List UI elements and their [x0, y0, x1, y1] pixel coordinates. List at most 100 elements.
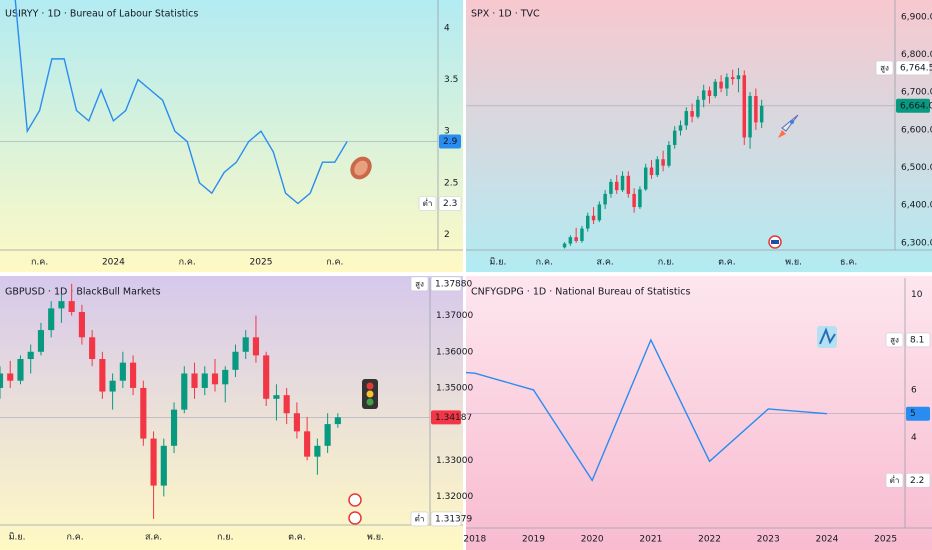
price-badge — [439, 134, 461, 149]
x-tick-label: พ.ย. — [785, 258, 802, 268]
x-tick-label: 2020 — [581, 535, 604, 545]
x-tick-label: ธ.ค. — [840, 258, 857, 268]
x-tick-label: พ.ย. — [367, 533, 384, 543]
candle-body — [614, 181, 619, 191]
price-badge-name: สูง — [415, 279, 424, 289]
panel-background — [466, 0, 932, 272]
y-tick-label: 6,700.00 — [901, 88, 932, 98]
y-tick-label: 3 — [444, 127, 450, 137]
candle-body — [48, 308, 55, 331]
y-tick-label: 10 — [911, 290, 923, 300]
x-tick-label: ต.ค. — [288, 533, 306, 543]
candle-body — [58, 301, 65, 309]
y-tick-label: 2 — [444, 230, 450, 240]
price-badge-name-box — [410, 511, 429, 527]
candle-body — [725, 77, 729, 89]
candle-body — [649, 167, 654, 176]
candle-body — [591, 215, 596, 221]
candle-body — [7, 373, 14, 381]
x-tick-label: ก.ค. — [66, 533, 83, 543]
candle-body — [632, 193, 636, 208]
candle-body — [643, 167, 648, 190]
candle-body — [314, 445, 321, 457]
candle-body — [89, 337, 96, 360]
candle-body — [37, 330, 45, 352]
y-tick-label: 4 — [444, 23, 450, 33]
decoration-icon — [778, 114, 799, 138]
x-tick-label: ก.ค. — [536, 258, 553, 268]
candle-body — [655, 159, 660, 176]
candle-body — [211, 373, 219, 385]
x-tick-label: 2018 — [463, 535, 486, 545]
candle-body — [293, 413, 300, 432]
plot-area — [466, 67, 895, 249]
candle-body — [672, 130, 677, 145]
chart-title: CNFYGDPG · 1D · National Bureau of Stati… — [471, 287, 690, 298]
price-badge-label: 1.34187 — [435, 413, 472, 423]
candle-body — [324, 424, 331, 446]
candle-body — [181, 373, 188, 410]
candle-body — [667, 144, 671, 166]
candle-body — [597, 204, 602, 221]
x-tick-label: 2022 — [698, 535, 721, 545]
panel-background — [466, 276, 932, 550]
candle-body — [586, 215, 590, 229]
x-tick-label: ก.ย. — [217, 533, 233, 543]
candle-body — [304, 431, 311, 457]
price-badge-name-box — [418, 196, 437, 211]
candle-body — [626, 175, 631, 194]
plot-area — [0, 0, 438, 205]
x-tick-label: 2025 — [874, 535, 897, 545]
y-tick-label: 1.33000 — [436, 456, 473, 466]
candle-body — [713, 81, 718, 97]
decoration-icon — [768, 235, 782, 249]
price-badge — [438, 196, 462, 211]
candle-body — [620, 175, 625, 191]
y-tick-label: 6,600.00 — [901, 125, 932, 135]
candle-body — [690, 111, 694, 117]
price-badge-label: 2.2 — [910, 476, 924, 486]
candle-body — [201, 373, 208, 388]
candle-body — [701, 90, 706, 100]
candle-body — [754, 96, 758, 123]
price-badge-label: 2.3 — [443, 199, 457, 209]
price-badge-name-box — [885, 473, 904, 488]
price-badge — [906, 406, 930, 421]
price-badge — [905, 332, 931, 348]
data-line — [466, 338, 827, 482]
y-tick-label: 1.37000 — [436, 311, 473, 321]
y-tick-label: 6,400.00 — [901, 201, 932, 211]
candle-body — [68, 301, 75, 312]
x-tick-label: ส.ค. — [145, 533, 162, 543]
price-badge — [431, 410, 461, 425]
price-badge-label: 8.1 — [910, 335, 924, 345]
x-tick-label: มิ.ย. — [9, 532, 26, 543]
candle-body — [78, 311, 85, 338]
candle-body — [27, 351, 34, 360]
price-badge — [895, 60, 931, 76]
candle-body — [17, 359, 24, 381]
x-tick-label: ก.ค. — [31, 258, 48, 268]
y-tick-label: 1.36000 — [436, 347, 473, 357]
candle-body — [273, 395, 280, 399]
price-badge-name: ต่ำ — [415, 512, 425, 523]
x-tick-label: 2025 — [250, 258, 273, 268]
y-tick-label: 4 — [911, 433, 917, 443]
price-badge-name: สูง — [880, 63, 889, 73]
candle-body — [140, 387, 147, 439]
candle-body — [119, 362, 126, 381]
price-badge-label: 1.37880 — [435, 279, 472, 289]
x-tick-label: 2024 — [815, 535, 838, 545]
y-tick-label: 6,900.00 — [901, 12, 932, 22]
data-line — [14, 0, 348, 205]
candle-body — [191, 373, 198, 388]
candle-body — [150, 438, 157, 486]
y-tick-label: 6 — [911, 385, 917, 395]
x-tick-label: มิ.ย. — [489, 257, 506, 268]
y-tick-label: 1.32000 — [436, 492, 473, 502]
candle-body — [661, 159, 665, 166]
chart-title: SPX · 1D · TVC — [471, 9, 540, 20]
plot-area — [466, 338, 905, 482]
price-badge — [430, 511, 462, 527]
candle-body — [736, 75, 741, 80]
